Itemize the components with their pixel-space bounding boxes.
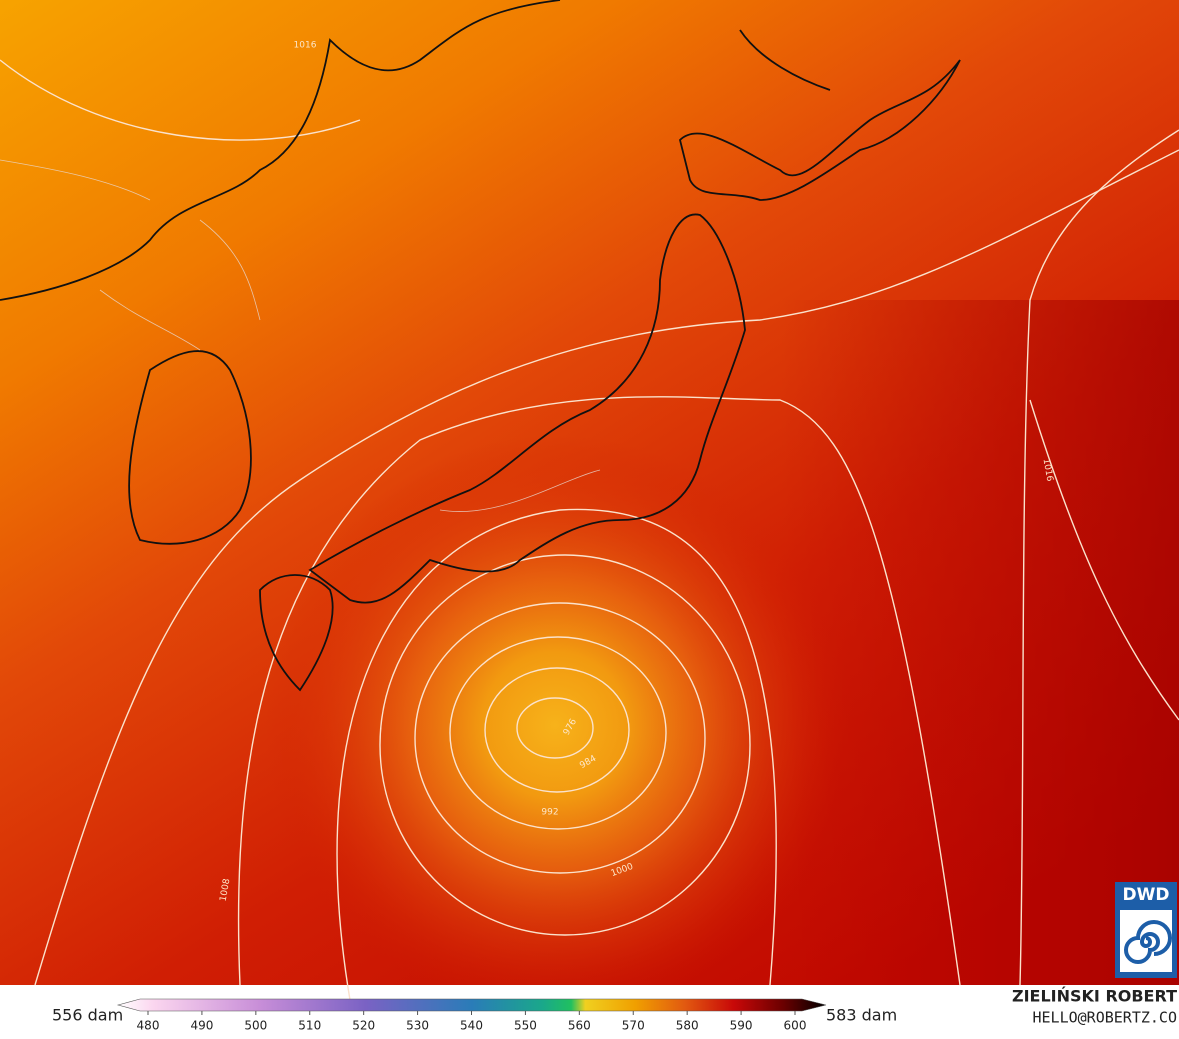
borders [0,159,601,512]
colorbar-tick-label: 570 [622,1019,645,1033]
colorbar-tick-label: 580 [676,1019,699,1033]
contour-label: 1008 [219,878,233,903]
colorbar-tick-label: 530 [406,1019,429,1033]
contour-label: 992 [541,808,558,818]
colorbar-tick-label: 490 [190,1019,213,1033]
colorbar-tick-label: 540 [460,1019,483,1033]
colorbar-ticks: 480 490 500 510 520 530 540 550 560 570 580 590 600 [137,1011,807,1033]
colorbar-tick-label: 600 [784,1019,807,1033]
colorbar: 556 dam 583 dam 480 490 500 510 520 530 540 550… [52,998,897,1033]
credit-name: ZIELIŃSKI ROBERT [1012,987,1177,1006]
logo-text: DWD [1123,885,1170,905]
colorbar-max-label: 583 dam [826,1006,897,1025]
dwd-logo: DWD [1115,882,1177,978]
cyclone-field [0,0,1179,985]
credit-contact: HELLO@ROBERTZ.CO [1033,1009,1178,1027]
colorbar-tick-label: 500 [244,1019,267,1033]
coastlines [0,0,961,692]
logo-swirl [1124,920,1172,964]
colorbar-ramp [116,998,827,1012]
colorbar-min-label: 556 dam [52,1006,123,1025]
contour-label: 1016 [1041,458,1055,483]
isobars [0,59,1179,1001]
contour-label: 1016 [294,41,317,51]
colorbar-tick-label: 480 [137,1019,160,1033]
colorbar-tick-label: 510 [298,1019,321,1033]
colorbar-tick-label: 590 [730,1019,753,1033]
colorbar-tick-label: 520 [352,1019,375,1033]
colorbar-tick-label: 550 [514,1019,537,1033]
colorbar-tick-label: 560 [568,1019,591,1033]
